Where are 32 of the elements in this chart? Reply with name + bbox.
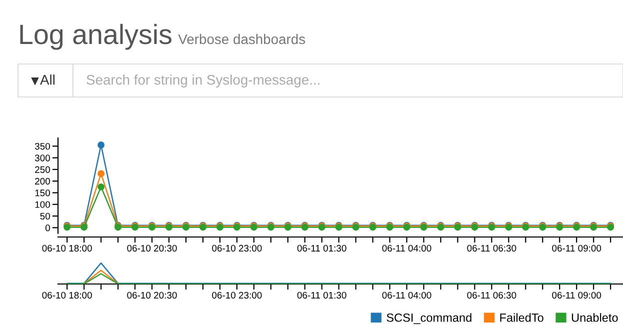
chart-subtitle: Verbose dashboards — [178, 34, 306, 44]
x-tick-label: 06-10 20:30 — [127, 292, 177, 299]
x-tick-label: 06-11 09:00 — [552, 292, 602, 299]
legend-label: Unableto — [572, 313, 618, 322]
x-tick-label: 06-10 23:00 — [212, 244, 262, 252]
legend-label: FailedTo — [500, 313, 544, 322]
y-tick-label: 0 — [45, 224, 50, 232]
x-tick-label: 06-11 06:30 — [467, 292, 516, 299]
x-tick-label: 06-10 23:00 — [212, 292, 262, 299]
y-tick-label: 150 — [35, 190, 50, 196]
chart-title: Log analysis — [20, 24, 172, 50]
point — [98, 183, 104, 190]
x-tick-label: 06-11 04:00 — [382, 244, 432, 252]
x-tick-label: 06-11 09:00 — [552, 244, 602, 252]
legend-label: SCSI_command — [386, 313, 472, 324]
y-tick-label: 350 — [34, 142, 50, 150]
y-tick-label: 100 — [35, 201, 50, 208]
x-tick-label: 06-11 01:30 — [297, 292, 346, 299]
y-tick-label: 200 — [35, 178, 50, 185]
text: Search for string in Syslog-message... — [86, 74, 320, 88]
x-tick-label: 06-11 06:30 — [467, 244, 516, 252]
x-tick-label: 06-11 01:30 — [297, 244, 346, 252]
text: All — [40, 74, 55, 85]
x-tick-label: 06-10 18:00 — [42, 244, 92, 252]
y-tick-label: 300 — [34, 154, 50, 162]
y-tick-label: 250 — [35, 166, 50, 173]
x-tick-label: 06-10 18:00 — [42, 292, 92, 299]
x-tick-label: 06-10 20:30 — [127, 244, 177, 252]
point — [98, 142, 104, 148]
x-tick-label: 06-11 04:00 — [382, 292, 432, 299]
point — [98, 170, 104, 178]
y-tick-label: 50 — [40, 212, 50, 220]
